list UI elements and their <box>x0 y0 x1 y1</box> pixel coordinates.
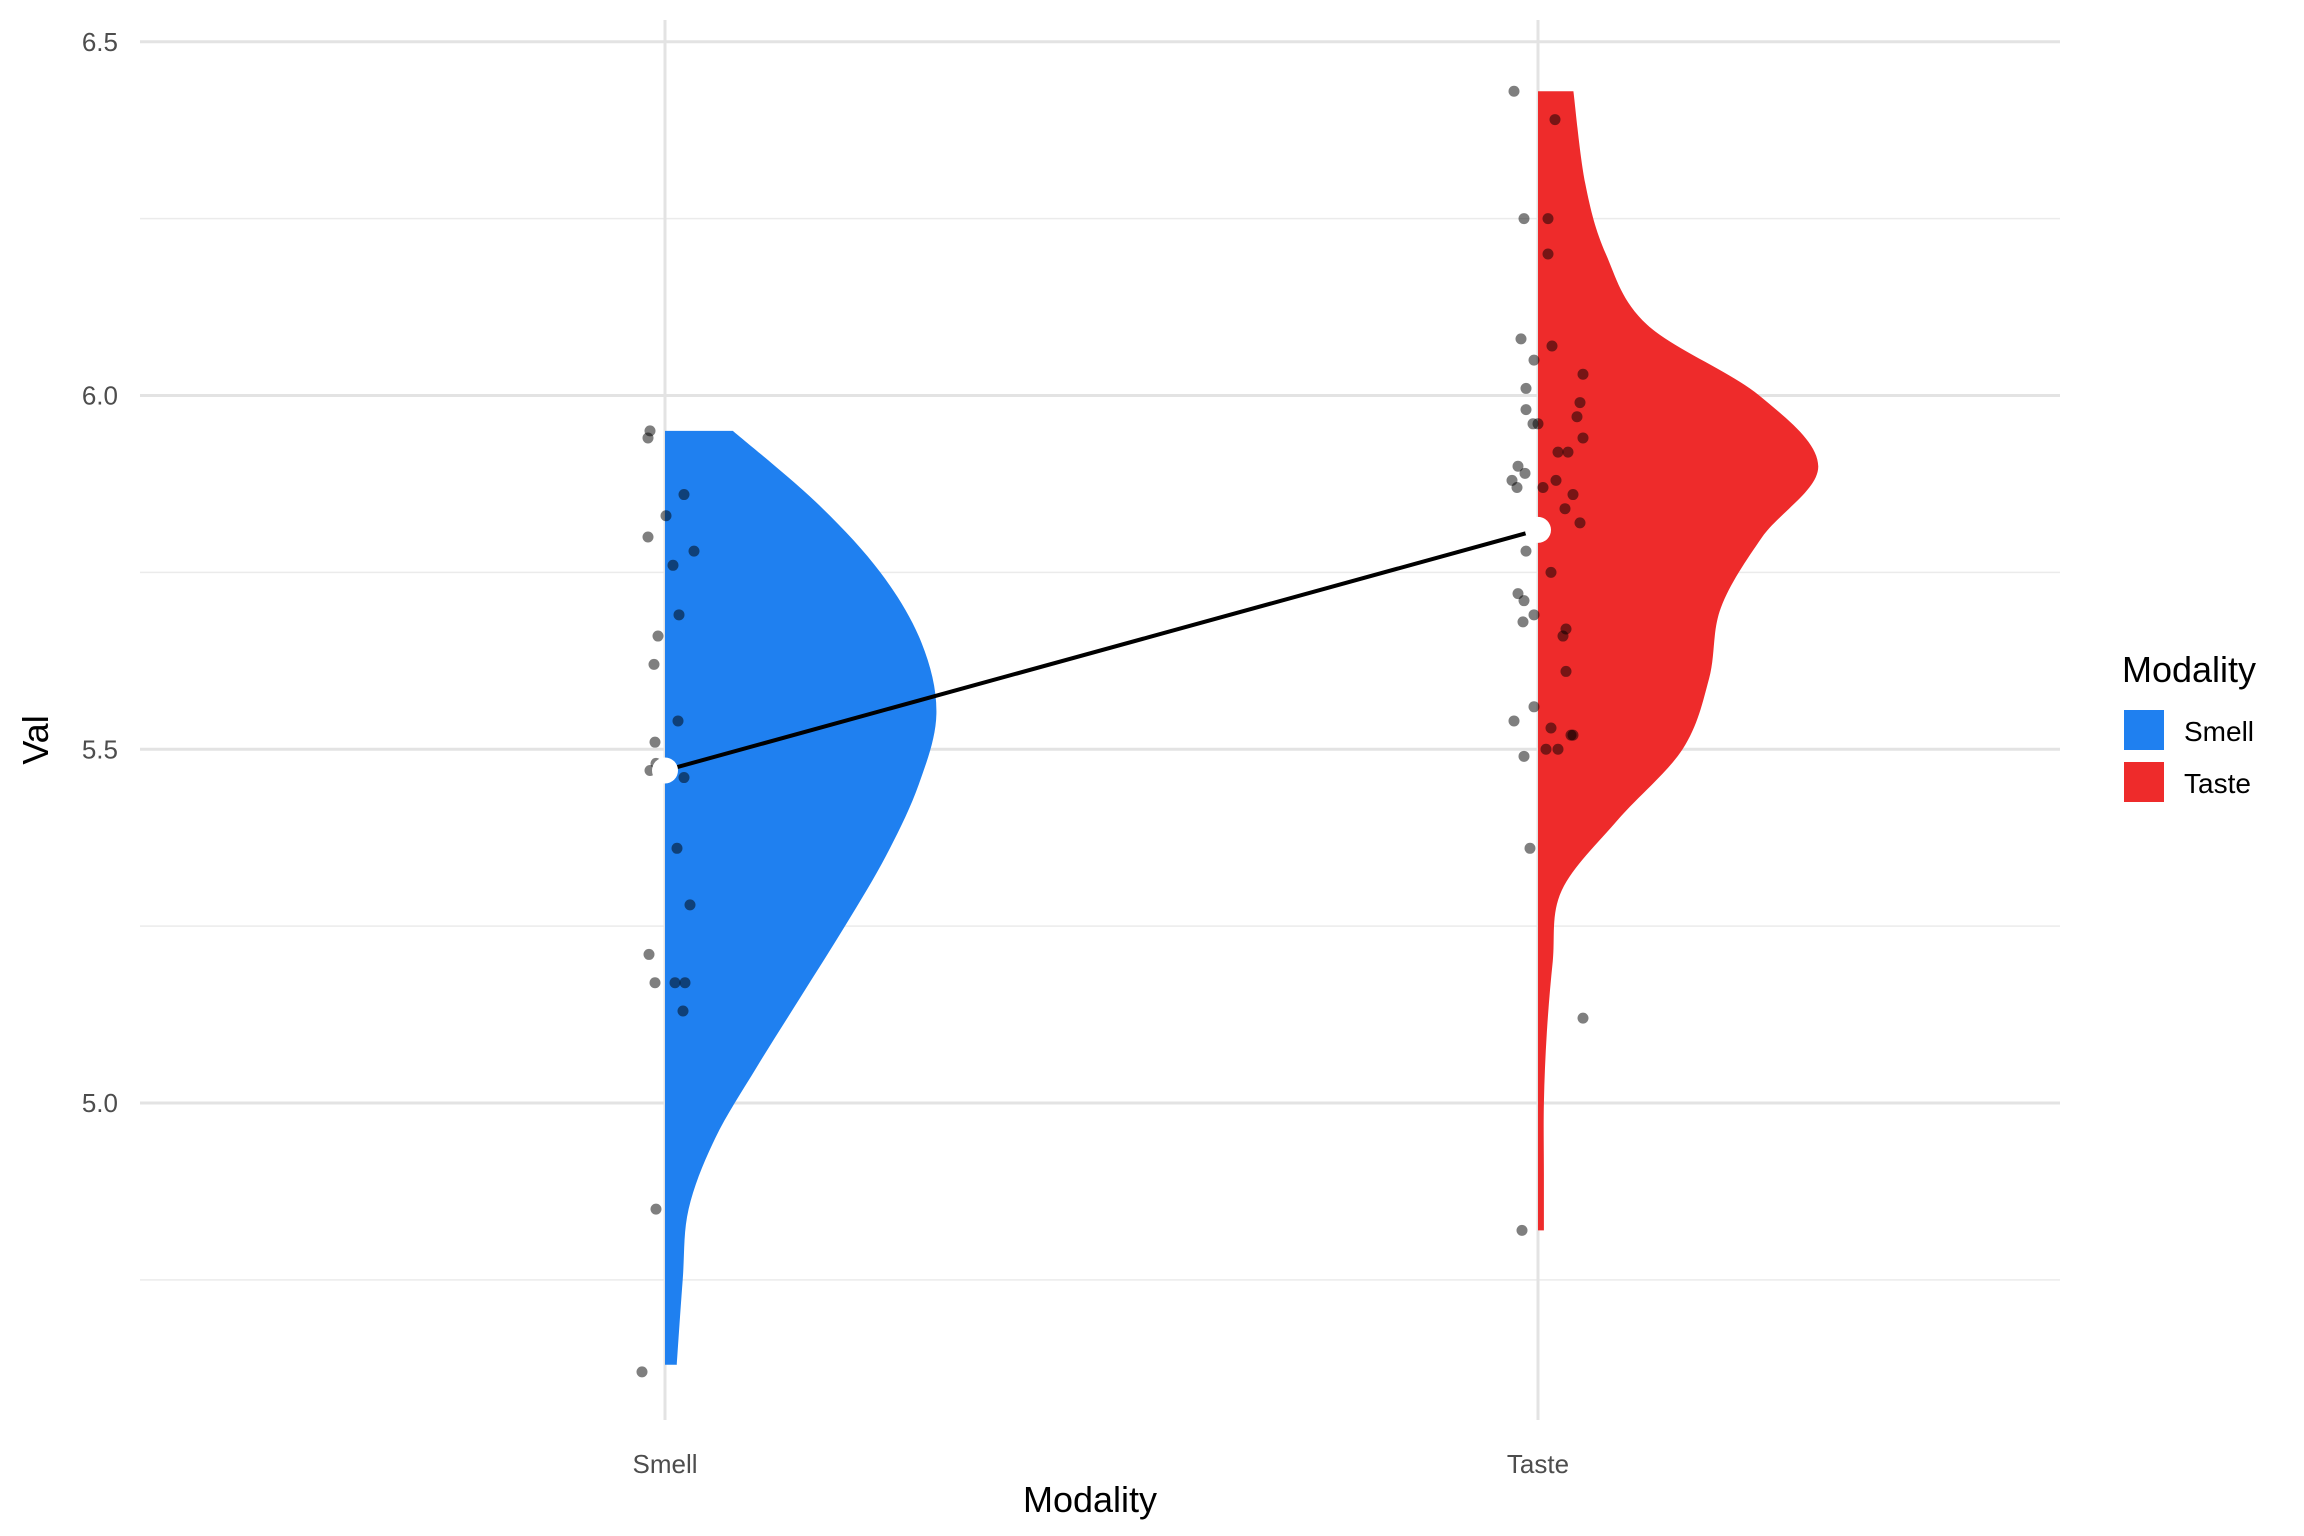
mean-point-smell <box>652 757 678 784</box>
data-point <box>1559 503 1571 515</box>
data-point <box>1552 743 1564 755</box>
data-point <box>1528 609 1540 621</box>
y-axis-title: Val <box>15 715 56 764</box>
data-point <box>1557 630 1569 642</box>
data-point <box>1518 213 1530 225</box>
x-axis-title: Modality <box>1023 1479 1157 1520</box>
data-point <box>650 1203 662 1215</box>
data-point <box>673 609 685 621</box>
data-point <box>1537 481 1549 493</box>
data-point <box>648 658 660 670</box>
data-point <box>1512 460 1524 472</box>
data-point <box>1508 85 1520 97</box>
data-point <box>669 977 681 989</box>
mean-connector-line <box>664 527 1539 773</box>
data-point <box>1577 1012 1589 1024</box>
data-point <box>672 715 684 727</box>
data-point <box>1528 354 1540 366</box>
mean-summary <box>652 516 1551 784</box>
data-point <box>1574 397 1586 409</box>
data-point <box>1511 481 1523 493</box>
y-tick-label: 5.0 <box>82 1088 118 1118</box>
y-tick-label: 6.5 <box>82 27 118 57</box>
legend: Modality Smell Taste <box>2122 649 2256 802</box>
y-tick-label: 5.5 <box>82 734 118 764</box>
density-clouds <box>665 91 1819 1365</box>
density-cloud-taste <box>1538 91 1819 1231</box>
data-point <box>1550 474 1562 486</box>
data-point <box>649 736 661 748</box>
data-point <box>1518 595 1530 607</box>
data-point <box>1571 411 1583 423</box>
data-point <box>636 1366 648 1378</box>
data-point <box>678 489 690 501</box>
y-tick-label: 6.0 <box>82 381 118 411</box>
data-point <box>1545 722 1557 734</box>
data-point <box>1560 665 1572 677</box>
data-point <box>1545 566 1557 578</box>
legend-swatch-smell <box>2124 710 2164 750</box>
data-point <box>1552 446 1564 458</box>
grid-lines <box>140 20 2060 1420</box>
data-point <box>649 977 661 989</box>
data-point <box>660 510 672 522</box>
data-point <box>1516 1224 1528 1236</box>
data-point <box>1577 432 1589 444</box>
data-point <box>1528 701 1540 713</box>
data-point <box>642 432 654 444</box>
data-point <box>1542 213 1554 225</box>
data-point <box>652 630 664 642</box>
legend-label-smell: Smell <box>2184 716 2254 747</box>
x-tick-label: Taste <box>1507 1449 1569 1479</box>
x-axis-ticks: Smell Taste <box>632 1449 1569 1479</box>
data-points <box>636 85 1589 1378</box>
data-point <box>1532 418 1544 430</box>
data-point <box>1515 333 1527 345</box>
data-point <box>677 1005 689 1017</box>
legend-label-taste: Taste <box>2184 768 2251 799</box>
mean-point-taste <box>1525 516 1551 543</box>
data-point <box>678 772 690 784</box>
data-point <box>1517 616 1529 628</box>
y-axis-ticks: 5.0 5.5 6.0 6.5 <box>82 27 118 1118</box>
data-point <box>1574 517 1586 529</box>
data-point <box>1542 248 1554 260</box>
data-point <box>1508 715 1520 727</box>
legend-swatch-taste <box>2124 762 2164 802</box>
x-tick-label: Smell <box>632 1449 697 1479</box>
data-point <box>1567 729 1579 741</box>
data-point <box>1524 842 1536 854</box>
data-point <box>1549 114 1561 126</box>
data-point <box>688 545 700 557</box>
data-point <box>667 559 679 571</box>
data-point <box>1518 750 1530 762</box>
data-point <box>642 531 654 543</box>
data-point <box>1520 382 1532 394</box>
data-point <box>1567 489 1579 501</box>
legend-title: Modality <box>2122 649 2256 690</box>
data-point <box>1577 368 1589 380</box>
density-cloud-smell <box>665 430 937 1365</box>
data-point <box>1520 404 1532 416</box>
data-point <box>1546 340 1558 352</box>
data-point <box>684 899 696 911</box>
data-point <box>1540 743 1552 755</box>
data-point <box>1519 467 1531 479</box>
data-point <box>643 948 655 960</box>
data-point <box>1520 545 1532 557</box>
data-point <box>1562 446 1574 458</box>
data-point <box>679 977 691 989</box>
data-point <box>671 842 683 854</box>
